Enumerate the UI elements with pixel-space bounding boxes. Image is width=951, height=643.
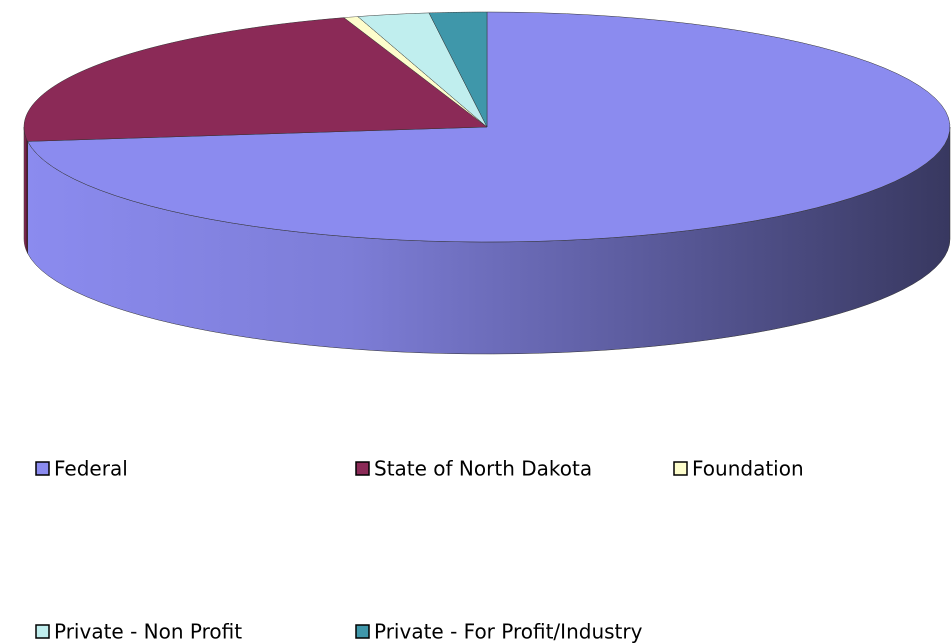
pie-slice xyxy=(357,12,488,128)
legend-label: State of North Dakota xyxy=(374,457,592,481)
legend-swatch xyxy=(673,461,688,476)
legend-label: Private - For Profit/Industry xyxy=(374,620,643,643)
legend-swatch xyxy=(35,461,50,476)
legend-swatch xyxy=(35,624,50,639)
pie-side xyxy=(23,126,28,254)
legend-swatch xyxy=(355,461,370,476)
pie-slice xyxy=(428,11,488,128)
pie-slice xyxy=(23,17,488,142)
legend: Federal State of North Dakota Foundation Pr… xyxy=(35,457,804,643)
pie-slice xyxy=(343,16,488,128)
pie-slice xyxy=(27,11,951,243)
legend-label: Federal xyxy=(54,457,128,481)
legend-label: Foundation xyxy=(692,457,804,481)
pie-tops xyxy=(23,11,951,243)
legend-swatch xyxy=(355,624,370,639)
legend-label: Private - Non Profit xyxy=(54,620,242,643)
